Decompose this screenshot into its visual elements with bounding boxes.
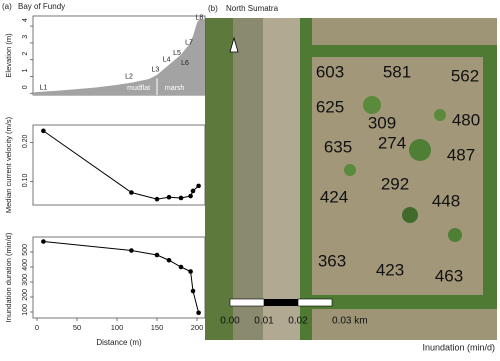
y-tick-label: 300 [22, 274, 29, 286]
annotation: L4 [163, 57, 171, 64]
marker [178, 195, 184, 201]
x-tick-label: 200 [191, 323, 204, 332]
scale-label: 0.02 [288, 316, 308, 327]
annotation: L8 [196, 15, 204, 22]
inundation-label: 363 [318, 251, 346, 270]
marker [190, 188, 196, 194]
plot-frame [32, 124, 206, 206]
panel-label: (b) [208, 4, 218, 13]
y-tick-label: 500 [22, 244, 29, 256]
annotation: mudflat [127, 85, 150, 92]
marker [166, 257, 172, 263]
inundation-label: 274 [378, 133, 406, 152]
annotation: L5 [173, 50, 181, 57]
series-line [43, 130, 199, 200]
x-tick-label: 100 [111, 323, 124, 332]
inundation-label: 480 [452, 110, 480, 129]
annotation: L3 [152, 67, 160, 74]
inundation-label: 635 [324, 137, 352, 156]
inundation-label: 423 [376, 260, 404, 279]
x-tick-label: 50 [73, 323, 81, 332]
inundation-label: 562 [451, 66, 479, 85]
x-tick-label: 0 [35, 323, 39, 332]
y-tick-label: 100 [22, 304, 29, 316]
elevation-area [33, 19, 205, 95]
marker [190, 288, 196, 294]
x-tick-label: 150 [151, 323, 164, 332]
scale-label: 0.01 [254, 316, 274, 327]
marker [196, 183, 201, 189]
plot-frame [32, 236, 206, 319]
y-axis-label: Median current velocity (m/s) [4, 116, 13, 213]
inundation-label: 424 [320, 187, 348, 206]
y-axis-label: Inundation duration (min/d) [4, 232, 13, 322]
x-axis-label: Distance (m) [96, 338, 142, 347]
y-tick-label: 4 [22, 18, 29, 22]
marker [41, 239, 46, 244]
marker [154, 196, 160, 202]
marker [166, 194, 172, 200]
marker [41, 128, 46, 134]
annotation: marsh [165, 85, 185, 92]
y-axis-label: Elevation (m) [4, 33, 13, 78]
series-line [43, 241, 200, 313]
y-tick-label: 3 [22, 35, 29, 39]
chart-title: Bay of Fundy [18, 2, 65, 11]
annotation: L7 [185, 40, 193, 47]
marker [129, 248, 134, 253]
y-tick-label: 2 [22, 52, 29, 56]
inundation-label: 292 [381, 174, 409, 193]
marker [188, 193, 193, 199]
annotation: L6 [181, 60, 189, 67]
inundation-label: 448 [432, 191, 460, 210]
marker [178, 264, 184, 270]
north-arrow [229, 36, 239, 53]
y-tick-label: 200 [22, 289, 29, 301]
inundation-label: 581 [383, 62, 411, 81]
inundation-label: 463 [435, 266, 463, 285]
scale-label: 0.03 km [332, 316, 368, 327]
map-caption: Inundation (min/d) [422, 342, 495, 352]
inundation-label: 603 [316, 62, 344, 81]
inundation-label: 625 [316, 97, 344, 116]
annotation: L1 [40, 84, 48, 91]
map-title: North Sumatra [226, 4, 279, 13]
marker [196, 310, 201, 316]
y-tick-label: 0.20 [22, 134, 29, 148]
annotation: L2 [125, 73, 133, 80]
aerial-image [205, 18, 497, 340]
y-tick-label: 400 [22, 259, 29, 271]
marker [129, 190, 134, 195]
y-tick-label: 1 [22, 68, 29, 72]
y-tick-label: 0.10 [22, 173, 29, 187]
scale-label: 0.00 [220, 316, 240, 327]
panel-label: (a) [2, 2, 12, 11]
inundation-label: 309 [368, 113, 396, 132]
marker [188, 269, 193, 274]
marker [154, 252, 160, 258]
inundation-label: 487 [447, 145, 475, 164]
y-tick-label: 0 [22, 85, 29, 89]
